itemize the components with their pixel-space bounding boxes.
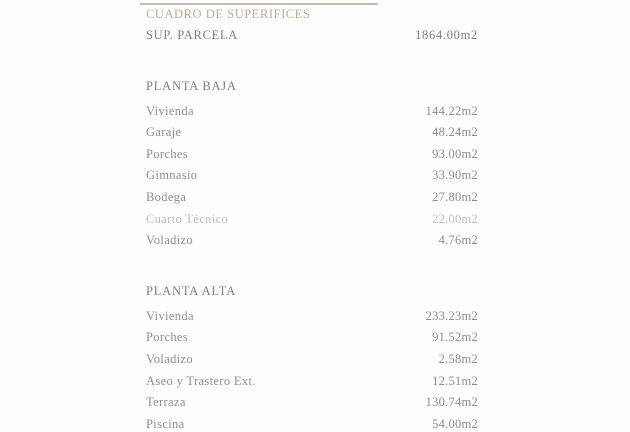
table-row: Voladizo 2.58m2 (140, 352, 485, 367)
row-value: 54.00m2 (432, 416, 478, 431)
table-row: Cuarto Técnico 22.00m2 (140, 212, 485, 227)
table-row: Porches 93.00m2 (140, 147, 485, 162)
row-label: Voladizo (146, 352, 194, 366)
row-value: 4.76m2 (438, 233, 478, 248)
row-label: Bodega (146, 190, 187, 204)
parcel-total-label: SUP. PARCELA (146, 28, 238, 42)
row-label: Cuarto Técnico (146, 211, 229, 226)
row-label: Garaje (146, 125, 182, 140)
row-value: 130.74m2 (425, 395, 478, 410)
section-heading-0: PLANTA BAJA (140, 79, 485, 94)
row-value: 233.23m2 (425, 308, 478, 323)
row-label: Porches (146, 146, 189, 161)
table-row: Aseo y Trastero Ext. 12.51m2 (140, 374, 485, 389)
row-label: Gimnasio (146, 168, 198, 183)
table-row: Vivienda 144.22m2 (140, 104, 485, 119)
row-value: 91.52m2 (432, 330, 478, 345)
table-row: Piscina 54.00m2 (140, 417, 485, 432)
row-label: Piscina (146, 416, 185, 431)
row-label: Aseo y Trastero Ext. (146, 373, 256, 388)
table-row-parcel-total: SUP. PARCELA 1864.00m2 (140, 28, 485, 43)
table-row: Terraza 130.74m2 (140, 395, 485, 410)
row-value: 22.00m2 (432, 211, 478, 226)
row-value: 144.22m2 (425, 103, 478, 118)
row-label: Vivienda (146, 103, 194, 118)
table-row: Voladizo 4.76m2 (140, 233, 485, 248)
row-value: 12.51m2 (432, 373, 478, 388)
row-label: Vivienda (146, 308, 194, 323)
table-row: Bodega 27.80m2 (140, 190, 485, 205)
table-row: Gimnasio 33.90m2 (140, 168, 485, 183)
section-heading-label: PLANTA BAJA (146, 78, 237, 93)
row-value: 93.00m2 (432, 146, 478, 161)
row-value: 33.90m2 (432, 168, 478, 183)
row-label: Voladizo (146, 233, 194, 248)
section-heading-1: PLANTA ALTA (140, 284, 485, 299)
row-label: Porches (146, 330, 189, 345)
header-divider-rule (140, 3, 378, 5)
page-title: CUADRO DE SUPERIFICES (146, 7, 311, 21)
row-value: 27.80m2 (432, 190, 478, 204)
table-row: Vivienda 233.23m2 (140, 309, 485, 324)
row-label: Terraza (146, 395, 186, 410)
table-row: Garaje 48.24m2 (140, 125, 485, 140)
section-heading-label: PLANTA ALTA (146, 283, 237, 298)
parcel-total-value: 1864.00m2 (415, 28, 478, 42)
row-value: 48.24m2 (432, 125, 478, 140)
row-value: 2.58m2 (438, 352, 478, 366)
table-row: Porches 91.52m2 (140, 330, 485, 345)
